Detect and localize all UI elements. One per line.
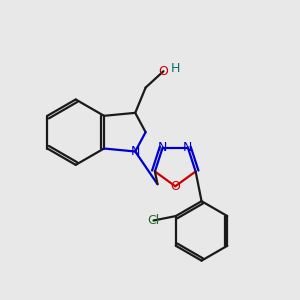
Text: Cl: Cl <box>147 214 160 227</box>
Text: N: N <box>183 141 193 154</box>
Text: H: H <box>171 62 181 75</box>
Text: N: N <box>130 145 140 158</box>
Text: O: O <box>170 180 180 193</box>
Text: O: O <box>158 65 168 78</box>
Text: N: N <box>158 141 167 154</box>
